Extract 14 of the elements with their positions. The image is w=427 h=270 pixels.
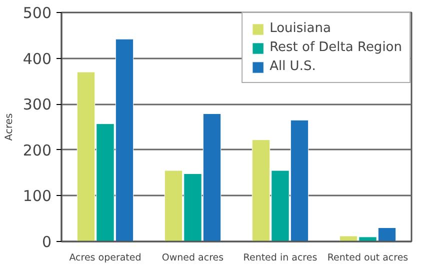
x-tick-label: Rented out acres	[327, 252, 408, 264]
legend-label: Rest of Delta Region	[270, 40, 402, 55]
legend-label: Louisiana	[270, 21, 331, 36]
y-tick-label: 0	[42, 233, 52, 251]
y-tick-label: 500	[22, 4, 52, 22]
y-tick-label: 400	[22, 50, 52, 68]
x-tick-label: Owned acres	[162, 252, 224, 264]
y-tick-label: 300	[22, 96, 52, 114]
y-axis-title: Acres	[4, 113, 15, 141]
y-tick-label: 100	[22, 187, 52, 206]
x-tick-label: Acres operated	[69, 252, 142, 264]
legend-label: All U.S.	[270, 59, 316, 74]
x-tick-label: Rented in acres	[243, 252, 318, 264]
y-tick-label: 200	[22, 141, 52, 160]
